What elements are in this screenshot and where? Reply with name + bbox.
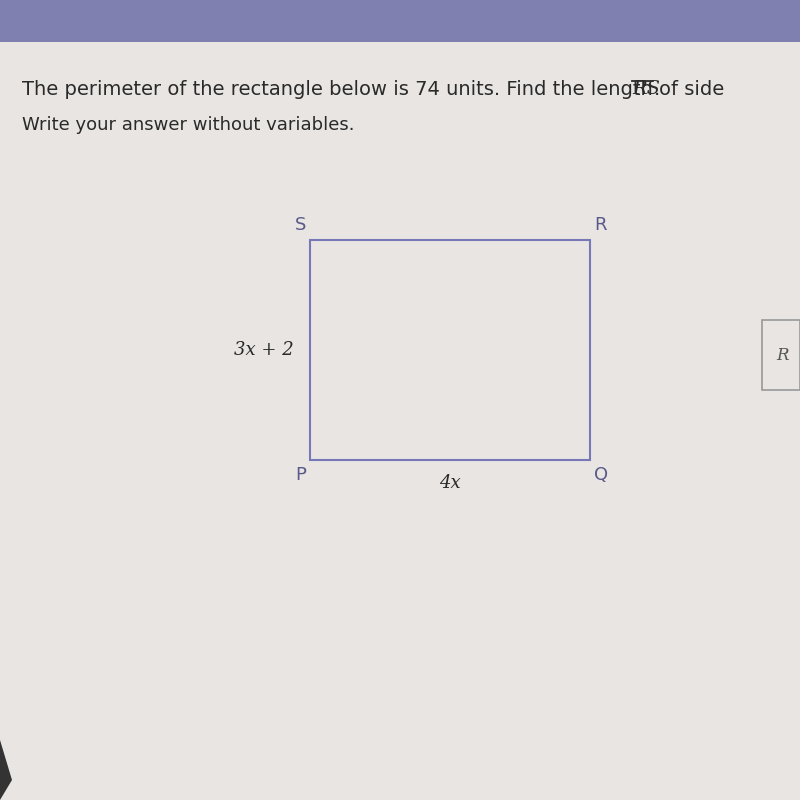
Bar (310, 240, 590, 460)
Bar (762, 320, 800, 390)
Text: S: S (294, 216, 306, 234)
Text: Q: Q (594, 466, 608, 484)
Text: The perimeter of the rectangle below is 74 units. Find the length of side: The perimeter of the rectangle below is … (22, 80, 730, 99)
Text: P: P (295, 466, 306, 484)
Text: 3x + 2: 3x + 2 (234, 341, 294, 359)
Text: R: R (776, 346, 789, 363)
Text: RS: RS (632, 80, 660, 98)
Text: .: . (654, 80, 660, 99)
Text: R: R (594, 216, 606, 234)
Bar (0, 0, 800, 42)
Text: Write your answer without variables.: Write your answer without variables. (22, 116, 354, 134)
Polygon shape (0, 740, 12, 800)
Text: 4x: 4x (439, 474, 461, 492)
